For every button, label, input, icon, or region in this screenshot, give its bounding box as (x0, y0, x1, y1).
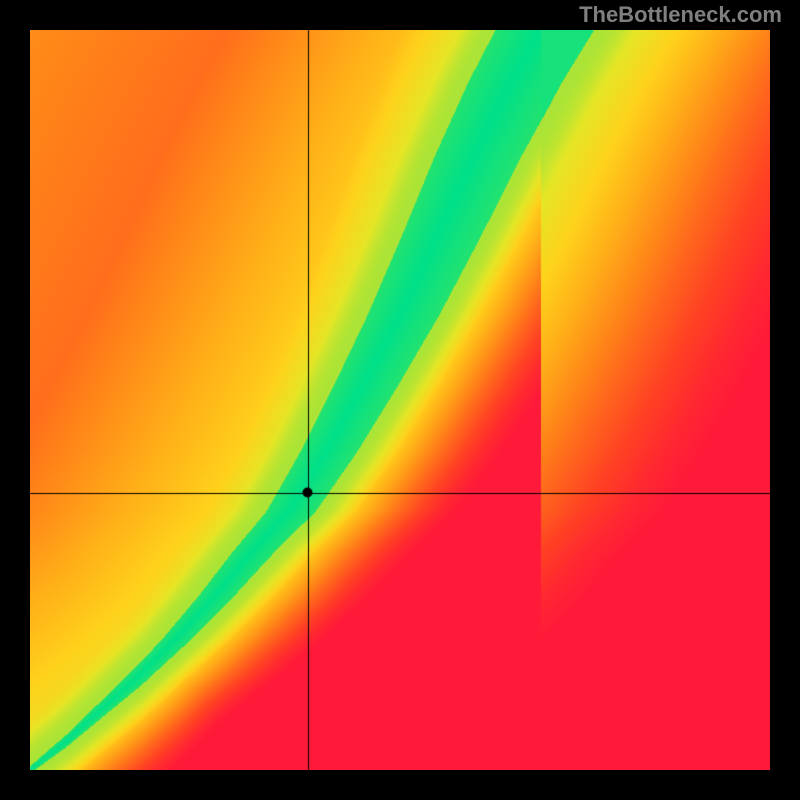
heatmap-plot (30, 30, 770, 770)
chart-stage: { "watermark": { "text": "TheBottleneck.… (0, 0, 800, 800)
heatmap-canvas (30, 30, 770, 770)
watermark-text: TheBottleneck.com (579, 2, 782, 28)
